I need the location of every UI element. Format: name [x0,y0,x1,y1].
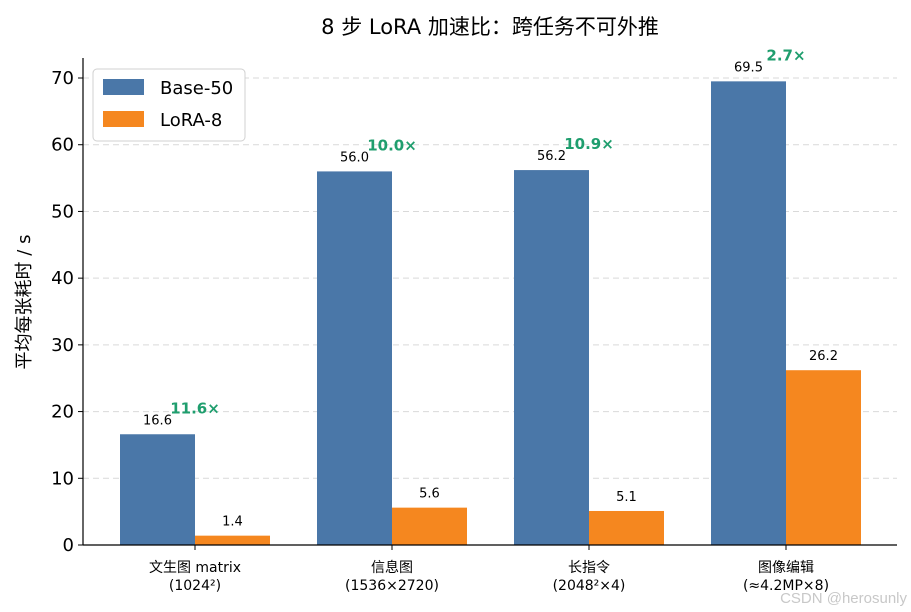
axes: 0 10 20 30 40 50 60 70 文生图 matrix (1024²) 信息图 (1536… [51,58,897,594]
bar-lora-8 [195,535,270,545]
legend-label: LoRA-8 [160,110,222,131]
x-tick-label: (1536×2720) [345,578,439,594]
bar-value-label: 1.4 [222,515,243,530]
bar-base-50 [514,170,589,545]
y-tick-label: 30 [51,335,74,356]
bar-base-50 [317,171,392,546]
y-tick-label: 60 [51,135,74,156]
x-tick-label: 长指令 [568,560,610,576]
bar-value-label: 69.5 [734,60,763,75]
x-tick-label: 图像编辑 [758,560,814,576]
bar-value-label: 56.2 [537,149,566,164]
chart-title: 8 步 LoRA 加速比：跨任务不可外推 [321,15,659,39]
legend-label: Base-50 [160,78,233,99]
bar-lora-8 [392,507,467,545]
bar-base-50 [120,434,195,545]
bar-value-label: 56.0 [340,150,369,165]
speedup-label: 2.7× [766,46,805,64]
bars [120,81,861,546]
legend-swatch [103,111,144,127]
bar-lora-8 [589,510,664,545]
y-tick-label: 20 [51,402,74,423]
y-tick-label: 40 [51,268,74,289]
speedup-label: 10.9× [564,135,614,153]
bar-lora-8 [786,370,861,545]
bar-value-label: 16.6 [143,413,172,428]
x-tick-label: 文生图 matrix [149,560,241,576]
y-axis-label: 平均每张耗时 / s [14,235,35,370]
bar-value-label: 5.6 [419,487,440,502]
legend: Base-50 LoRA-8 [92,68,246,142]
x-tick-label: (1024²) [169,578,221,594]
bar-value-label: 5.1 [616,490,637,505]
x-tick-label: 信息图 [371,559,413,576]
speedup-label: 11.6× [170,399,220,417]
legend-swatch [103,79,144,95]
speedup-label: 10.0× [367,136,417,154]
bar-base-50 [711,81,786,546]
y-tick-label: 0 [63,535,74,556]
data-labels: 16.6 1.4 11.6× 56.0 5.6 10.0× 56.2 5.1 10.9× 69.5… [143,46,838,529]
x-tick-label: (≈4.2MP×8) [743,578,829,594]
y-tick-label: 10 [51,468,74,489]
y-tick-label: 50 [51,201,74,222]
bar-value-label: 26.2 [809,349,838,364]
y-tick-label: 70 [51,68,74,89]
watermark: CSDN @herosunly [780,590,907,607]
x-tick-label: (2048²×4) [553,578,626,594]
